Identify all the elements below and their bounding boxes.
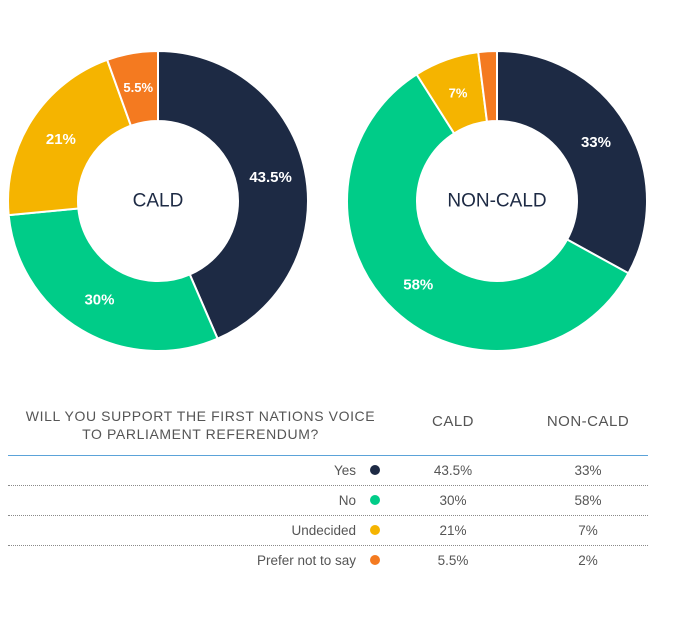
donut-center-label: CALD xyxy=(133,191,184,212)
table-row: No 30% 58% xyxy=(8,486,648,516)
slice-label-no: 30% xyxy=(84,291,114,308)
table-row: Prefer not to say 5.5% 2% xyxy=(8,546,648,575)
noncald-value: 2% xyxy=(578,553,598,568)
results-table: WILL YOU SUPPORT THE FIRST NATIONS VOICE… xyxy=(8,395,648,575)
column-header-noncald: NON-CALD xyxy=(546,413,630,430)
row-label: No xyxy=(338,493,356,508)
survey-question: WILL YOU SUPPORT THE FIRST NATIONS VOICE… xyxy=(8,407,393,443)
slice-yes xyxy=(157,49,309,340)
slice-undecided xyxy=(7,58,133,217)
donut-charts: 43.5% 30% 21% 5.5% CALD 33% 58% 7% NON-CALD xyxy=(7,49,648,352)
slice-prefer-not-to-say xyxy=(105,49,159,128)
slice-no xyxy=(346,72,630,352)
noncald-value: 58% xyxy=(574,493,602,508)
cald-value: 21% xyxy=(439,523,467,538)
legend-dot xyxy=(370,495,380,505)
table-row: Undecided 21% 7% xyxy=(8,516,648,546)
legend-dot xyxy=(370,555,380,565)
column-header-cald: CALD xyxy=(431,413,474,430)
slice-no xyxy=(7,207,219,352)
cald-value: 30% xyxy=(439,493,467,508)
row-label: Yes xyxy=(333,463,356,478)
slice-label-no: 58% xyxy=(403,276,433,293)
slice-label-yes: 43.5% xyxy=(249,169,292,186)
slice-prefer-not-to-say xyxy=(477,49,498,123)
table-header: WILL YOU SUPPORT THE FIRST NATIONS VOICE… xyxy=(8,395,648,455)
header-divider xyxy=(8,455,648,456)
slice-label-undecided: 21% xyxy=(46,131,76,148)
slice-label-undecided: 7% xyxy=(449,85,468,100)
noncald-donut-chart: 33% 58% 7% NON-CALD xyxy=(346,49,648,352)
slice-label-yes: 33% xyxy=(581,134,611,151)
legend-dot xyxy=(370,465,380,475)
table-row: Yes 43.5% 33% xyxy=(8,456,648,486)
question-line-2: TO PARLIAMENT REFERENDUM? xyxy=(82,426,319,442)
donut-center-label: NON-CALD xyxy=(447,191,546,212)
row-label: Undecided xyxy=(291,523,356,538)
row-label: Prefer not to say xyxy=(256,553,356,568)
cald-value: 5.5% xyxy=(437,553,469,568)
cald-value: 43.5% xyxy=(433,463,473,478)
legend-dot xyxy=(370,525,380,535)
cald-donut-chart: 43.5% 30% 21% 5.5% CALD xyxy=(7,49,309,352)
slice-yes xyxy=(496,49,648,275)
noncald-value: 33% xyxy=(574,463,602,478)
question-line-1: WILL YOU SUPPORT THE FIRST NATIONS VOICE xyxy=(25,408,376,424)
slice-label-prefer-not-to-say: 5.5% xyxy=(123,80,153,95)
noncald-value: 7% xyxy=(578,523,598,538)
